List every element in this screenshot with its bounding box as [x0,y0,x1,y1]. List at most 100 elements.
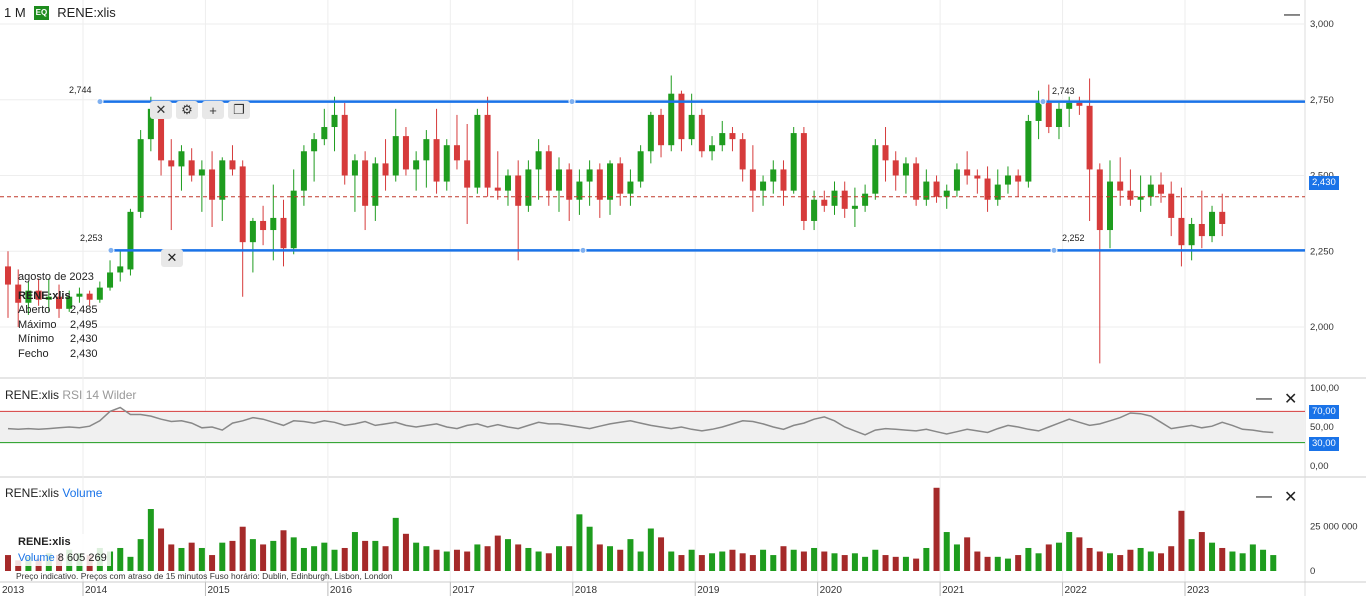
volume-bar [1086,547,1093,571]
candle-body [494,187,501,191]
candle [290,169,297,255]
price-pane[interactable] [0,75,1305,364]
candle [392,108,399,182]
volume-bar [1004,558,1011,571]
candle [964,151,971,185]
x-axis-label: 2016 [330,585,353,596]
interval-selector[interactable]: 1 M [4,5,26,20]
candle-body [188,160,195,176]
rsi-tick-label: 50,00 [1310,422,1334,433]
candle-body [45,296,52,300]
candle-body [933,181,940,197]
volume-bar [841,555,848,571]
rsi-close-icon[interactable]: ✕ [1284,391,1298,408]
symbol-label[interactable]: RENE:xlis [57,5,116,20]
candle-body [372,163,379,206]
volume-bar [1249,544,1256,571]
candle-body [658,114,665,146]
candle-body [35,290,42,300]
candle [596,163,603,218]
candle-body [607,163,614,200]
candle [586,160,593,206]
volume-bar [800,551,807,571]
candle-body [964,169,971,176]
candle-body [15,284,22,303]
candle-body [137,139,144,212]
candle [188,148,195,182]
candle [453,114,460,170]
minimize-icon[interactable]: — [1284,6,1300,23]
volume-bar [392,517,399,571]
copy-icon[interactable]: ❐ [228,101,250,119]
candle-body [402,136,409,170]
candle-body [443,145,450,182]
candle-body [1035,102,1042,121]
candle-body [239,166,246,243]
candle [1137,175,1144,212]
x-axis-label: 2022 [1065,585,1088,596]
candle [780,160,787,206]
candle [423,130,430,188]
candle-body [229,160,236,170]
volume-legend: RENE:xlis Volume 8 605 269 [14,534,111,566]
price-tick-label: 2,250 [1310,246,1334,257]
candle [862,184,869,212]
rsi-pane[interactable] [0,406,1305,444]
plus-icon[interactable]: + [202,101,224,119]
info-symbol: RENE:xlis [18,289,71,302]
line-handle [568,98,576,106]
candle [331,96,338,152]
candle-body [321,127,328,140]
volume-bar [545,553,552,571]
candle-body [280,217,287,249]
candle [790,127,797,194]
x-axis-label: 2019 [697,585,720,596]
candle [433,108,440,194]
volume-bar [923,547,930,571]
candle-body [311,139,318,152]
candle [525,160,532,212]
volume-pane[interactable] [5,487,1277,571]
line-handle [579,246,587,254]
candle [474,108,481,194]
candle-body [453,145,460,161]
candle [311,133,318,182]
delete-drawing-icon[interactable]: ✕ [150,101,172,119]
candle [86,290,93,306]
volume-bar [688,549,695,571]
volume-bar [770,555,777,571]
level-upper-left-label: 2,744 [69,85,92,95]
candle-body [25,290,32,303]
volume-bar [596,544,603,571]
candle [637,145,644,188]
remove-line-icon[interactable]: ✕ [161,249,183,267]
candle [872,139,879,200]
volume-bar [902,556,909,571]
candle-body [841,190,848,209]
volume-bar [658,537,665,571]
candle-body [821,199,828,206]
volume-bar [872,549,879,571]
candle-body [698,114,705,152]
volume-bar [5,555,11,571]
candle [913,157,920,206]
candle-body [1178,217,1185,246]
candle-body [1117,181,1124,191]
candle-body [392,136,399,176]
volume-bar [249,539,256,571]
candle [484,96,491,197]
gear-icon[interactable]: ⚙ [176,101,198,119]
volume-tick-label: 25 000 000 [1310,522,1358,533]
line-handle [1039,98,1047,106]
rsi-minimize-icon[interactable]: — [1256,390,1272,407]
volume-minimize-icon[interactable]: — [1256,488,1272,505]
candle [1055,102,1062,140]
candle [219,157,226,221]
volume-close-icon[interactable]: ✕ [1284,489,1298,506]
volume-bar [678,555,685,571]
volume-bar [1219,547,1226,571]
x-axis-label: 2021 [942,585,965,596]
candle [66,290,73,312]
candle [1209,205,1216,243]
